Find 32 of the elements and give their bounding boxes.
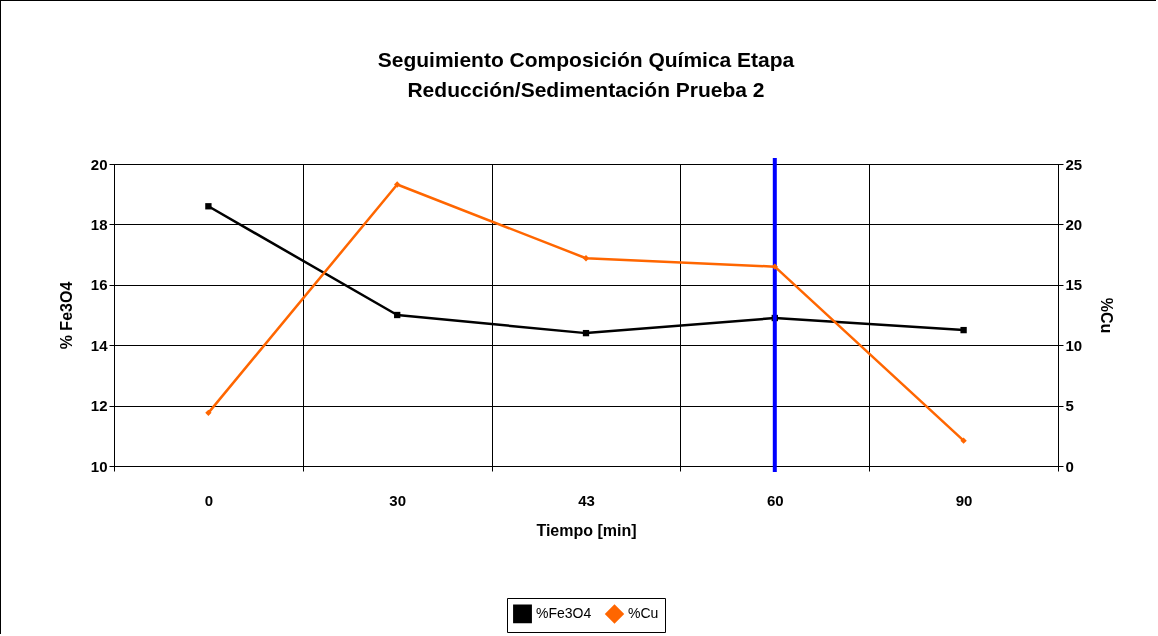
point [582, 329, 590, 337]
y2-tick-label: 25 [1065, 155, 1083, 173]
point [205, 409, 212, 417]
y-tick-label: 12 [90, 397, 108, 415]
y-tick-label: 10 [90, 457, 108, 475]
point [394, 181, 401, 188]
y2-tick-label: 10 [1065, 336, 1083, 354]
point [394, 311, 401, 319]
y-axis-title: % Fe3O4 [57, 281, 75, 350]
y-tick-label: 14 [90, 336, 109, 354]
point [771, 263, 778, 270]
point [205, 203, 212, 210]
x-tick-label: 43 [578, 491, 595, 509]
point [582, 255, 590, 262]
y2-tick-label: 0 [1065, 457, 1074, 475]
y-tick-label: 18 [90, 215, 108, 233]
x-tick-label: 30 [389, 491, 407, 509]
legend-label: %Fe3O4 [536, 604, 592, 621]
point [960, 437, 967, 444]
chart-title: Seguimiento Composición Química Etapa Reducción/Sedimentación Prueba 2 [377, 48, 795, 101]
y-tick-label: 16 [90, 276, 108, 294]
x-tick-label: 0 [204, 491, 214, 509]
x-axis-title: Tiempo [min] [536, 521, 637, 539]
y2-tick-label: 5 [1065, 397, 1074, 415]
legend-label: %Cu [628, 604, 659, 621]
y2-axis-title: %Cu [1098, 297, 1116, 334]
x-tick-label: 60 [766, 491, 784, 509]
y2-tick-label: 15 [1065, 276, 1083, 294]
point [960, 326, 967, 334]
y2-tick-label: 20 [1065, 215, 1083, 233]
y-tick-label: 20 [90, 155, 108, 173]
x-tick-label: 90 [955, 491, 973, 509]
